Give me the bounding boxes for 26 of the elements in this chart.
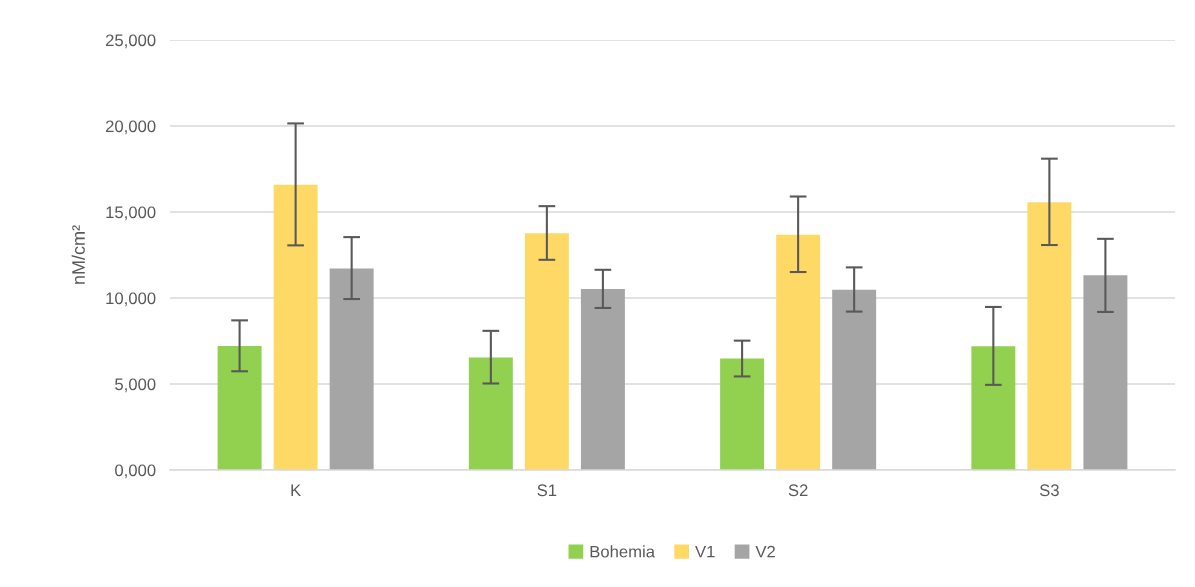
bar bbox=[720, 358, 765, 470]
legend-label: Bohemia bbox=[590, 545, 656, 558]
bar bbox=[832, 289, 877, 470]
y-tick-label: 5,000 bbox=[115, 378, 156, 393]
y-tick-label: 15,000 bbox=[106, 206, 156, 221]
legend-label: V2 bbox=[755, 545, 775, 558]
y-tick-label: 20,000 bbox=[105, 120, 156, 135]
y-tick-label: 25,000 bbox=[105, 34, 156, 49]
bar bbox=[971, 346, 1016, 470]
bar bbox=[580, 289, 625, 470]
x-tick-label: S2 bbox=[788, 484, 808, 497]
bar bbox=[329, 268, 374, 470]
x-tick-label: S1 bbox=[537, 484, 557, 497]
bar bbox=[217, 345, 262, 470]
x-tick-label: K bbox=[291, 484, 301, 496]
bar bbox=[273, 184, 318, 470]
y-tick-label: 0,000 bbox=[115, 464, 156, 479]
legend-label: V1 bbox=[695, 545, 715, 558]
bar bbox=[776, 234, 821, 470]
x-tick-label: S3 bbox=[1039, 484, 1059, 497]
y-tick-label: 10,000 bbox=[106, 292, 156, 307]
bar bbox=[1027, 202, 1072, 470]
bar bbox=[468, 357, 513, 470]
bar bbox=[524, 233, 569, 470]
y-axis-title: nM/cm² bbox=[71, 225, 85, 284]
bar bbox=[1083, 275, 1128, 470]
